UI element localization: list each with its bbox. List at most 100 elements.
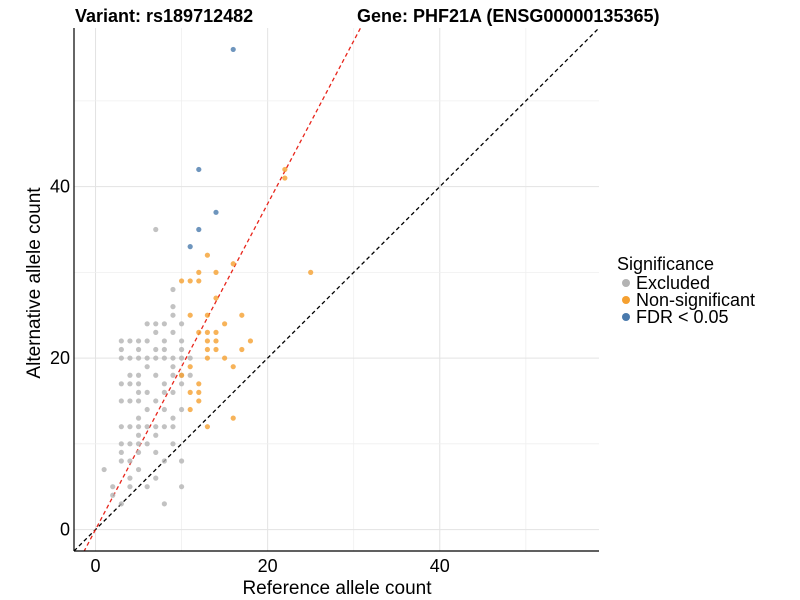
point-excluded	[127, 424, 133, 430]
point-excluded	[144, 441, 150, 447]
point-excluded	[178, 321, 185, 327]
legend-key	[622, 279, 630, 287]
point-non-significant	[239, 346, 245, 353]
point-excluded	[118, 346, 124, 353]
point-non-significant	[178, 278, 185, 284]
point-non-significant	[196, 398, 202, 404]
point-excluded	[135, 372, 142, 378]
point-excluded	[127, 338, 133, 344]
point-excluded	[118, 424, 124, 430]
legend-title: Significance	[617, 254, 714, 274]
grid-lines	[74, 28, 599, 551]
fit-line	[83, 28, 362, 551]
point-excluded	[187, 355, 193, 361]
point-non-significant	[196, 329, 202, 335]
point-excluded	[144, 406, 150, 413]
point-excluded	[153, 372, 159, 378]
point-non-significant	[222, 355, 228, 361]
point-excluded	[144, 364, 150, 370]
point-non-significant	[239, 312, 245, 318]
point-excluded	[161, 424, 167, 430]
point-excluded	[127, 381, 133, 387]
data-points	[101, 46, 314, 507]
point-excluded	[170, 355, 176, 361]
point-excluded	[118, 398, 124, 404]
point-non-significant	[187, 364, 193, 370]
point-excluded	[144, 321, 150, 327]
point-excluded	[118, 458, 124, 464]
point-excluded	[153, 321, 159, 327]
axes	[73, 28, 599, 552]
point-non-significant	[204, 252, 211, 258]
point-excluded	[144, 424, 150, 430]
point-excluded	[153, 329, 159, 335]
point-non-significant	[178, 372, 185, 378]
point-non-significant	[247, 338, 254, 344]
point-excluded	[135, 415, 142, 421]
point-excluded	[135, 338, 142, 344]
point-excluded	[144, 338, 150, 344]
point-excluded	[127, 441, 133, 447]
legend: Significance ExcludedNon-significantFDR …	[617, 254, 755, 327]
point-non-significant	[282, 166, 288, 173]
point-non-significant	[213, 338, 219, 344]
point-non-significant	[204, 329, 211, 335]
point-non-significant	[222, 321, 228, 327]
point-excluded	[170, 286, 176, 293]
point-excluded	[178, 381, 185, 387]
point-excluded	[135, 389, 142, 395]
point-excluded	[178, 406, 185, 413]
point-excluded	[110, 492, 116, 498]
point-non-significant	[213, 346, 219, 353]
point-excluded	[178, 346, 185, 353]
point-excluded	[161, 458, 167, 464]
y-tick-label: 20	[50, 348, 70, 368]
point-excluded	[178, 338, 185, 344]
point-excluded	[161, 338, 167, 344]
point-excluded	[153, 346, 159, 353]
point-excluded	[144, 389, 150, 395]
point-excluded	[127, 372, 133, 378]
point-excluded	[118, 338, 124, 344]
point-non-significant	[196, 269, 202, 275]
point-excluded	[170, 364, 176, 370]
point-excluded	[135, 346, 142, 353]
point-excluded	[170, 312, 176, 318]
point-excluded	[161, 346, 167, 353]
point-excluded	[161, 321, 167, 327]
point-excluded	[170, 329, 176, 335]
point-non-significant	[282, 175, 288, 181]
point-fdr-0-05	[213, 209, 219, 215]
point-excluded	[170, 389, 176, 395]
point-excluded	[170, 372, 176, 378]
y-axis-title: Alternative allele count	[24, 187, 45, 379]
point-excluded	[135, 355, 142, 361]
point-excluded	[135, 449, 142, 456]
point-excluded	[135, 424, 142, 430]
y-tick-label: 0	[60, 520, 70, 540]
point-excluded	[118, 441, 124, 447]
point-excluded	[144, 484, 150, 490]
point-non-significant	[196, 381, 202, 387]
point-excluded	[101, 466, 107, 473]
point-excluded	[178, 484, 185, 490]
point-excluded	[187, 372, 193, 378]
point-excluded	[170, 415, 176, 421]
point-excluded	[135, 398, 142, 404]
point-fdr-0-05	[196, 226, 202, 233]
point-non-significant	[187, 389, 193, 395]
point-excluded	[178, 458, 185, 464]
legend-label: Non-significant	[636, 290, 755, 310]
point-excluded	[161, 406, 167, 413]
point-excluded	[118, 381, 124, 387]
chart-title-gene: Gene: PHF21A (ENSG00000135365)	[357, 6, 659, 26]
point-excluded	[118, 501, 124, 507]
point-excluded	[161, 501, 167, 507]
identity-line	[74, 28, 599, 551]
point-excluded	[135, 432, 142, 438]
point-fdr-0-05	[187, 244, 193, 250]
point-non-significant	[213, 295, 219, 301]
point-excluded	[118, 355, 124, 361]
x-tick-label: 40	[430, 556, 450, 576]
